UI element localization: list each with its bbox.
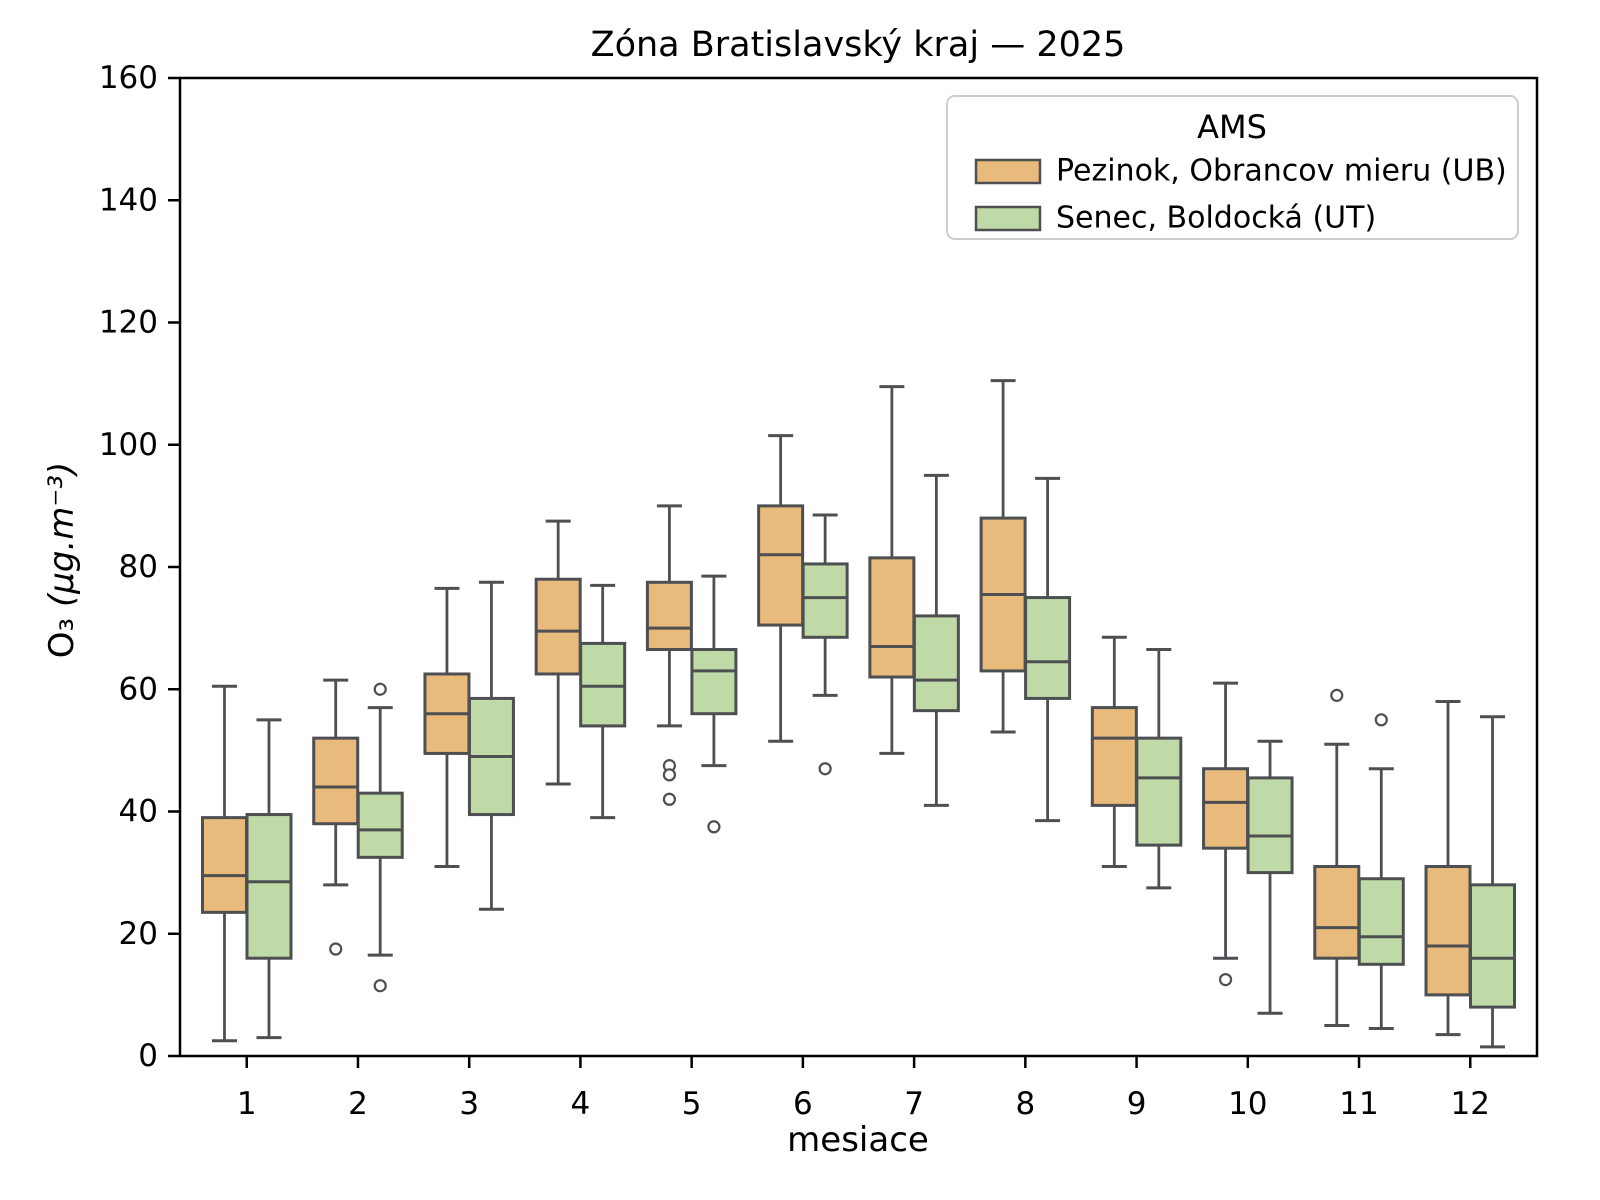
y-tick-label: 40: [119, 794, 158, 830]
x-tick-label: 11: [1339, 1086, 1378, 1122]
x-tick-label: 10: [1228, 1086, 1267, 1122]
outlier-point: [329, 942, 343, 956]
legend-swatch-senec: [974, 205, 1042, 232]
outlier-point: [662, 792, 677, 806]
box: [312, 736, 360, 826]
x-tick-label: 1: [237, 1086, 257, 1122]
box: [1202, 767, 1250, 850]
box: [245, 813, 293, 960]
box: [1246, 776, 1294, 875]
box: [1424, 865, 1472, 997]
box: [534, 577, 582, 676]
x-tick-label: 4: [571, 1086, 591, 1122]
outlier-point: [373, 979, 387, 993]
y-tick-label: 100: [99, 427, 158, 463]
x-tick-label: 6: [793, 1086, 813, 1122]
y-tick-label: 60: [119, 671, 158, 707]
box: [645, 580, 693, 652]
x-tick-label: 12: [1451, 1086, 1490, 1122]
legend-swatch-pezinok: [974, 158, 1042, 185]
y-tick-label: 140: [99, 182, 158, 218]
plot-border: [178, 76, 1539, 1058]
legend-frame: [946, 95, 1519, 240]
box: [1469, 883, 1517, 1009]
outlier-point: [373, 682, 387, 696]
outlier-point: [1330, 688, 1344, 702]
box: [1090, 706, 1138, 807]
x-tick-label: 7: [904, 1086, 924, 1122]
box: [912, 614, 960, 713]
y-tick-label: 0: [138, 1038, 158, 1074]
box: [200, 816, 248, 914]
box: [1135, 736, 1183, 847]
box: [356, 791, 404, 859]
outlier-point: [1374, 713, 1388, 727]
y-tick-label: 160: [99, 60, 158, 96]
chart-title: Zóna Bratislavský kraj — 2025: [591, 25, 1126, 65]
y-axis-label-unit: (µg.m⁻³): [42, 462, 82, 618]
x-tick-label: 8: [1015, 1086, 1035, 1122]
x-tick-label: 3: [459, 1086, 479, 1122]
box: [579, 641, 627, 728]
outlier-point: [1218, 972, 1233, 987]
box: [1313, 865, 1361, 960]
x-tick-label: 5: [682, 1086, 702, 1122]
y-axis-label: O₃ (µg.m⁻³): [42, 462, 82, 658]
x-tick-label: 9: [1127, 1086, 1147, 1122]
box: [801, 562, 849, 639]
legend-label-pezinok: Pezinok, Obrancov mieru (UB): [1056, 154, 1507, 189]
box: [1024, 596, 1072, 700]
outlier-point: [662, 768, 677, 782]
outlier-point: [818, 762, 832, 776]
legend: AMS Pezinok, Obrancov mieru (UB) Senec, …: [946, 95, 1519, 240]
box: [1357, 877, 1405, 966]
x-tick-label: 2: [348, 1086, 368, 1122]
box: [868, 556, 916, 679]
y-tick-label: 20: [119, 916, 158, 952]
outlier-point: [707, 820, 721, 834]
box: [690, 648, 738, 716]
legend-label-senec: Senec, Boldocká (UT): [1056, 201, 1376, 236]
box: [757, 504, 805, 627]
y-axis-label-species: O₃: [42, 618, 82, 658]
y-tick-label: 80: [119, 549, 158, 585]
x-axis-label: mesiace: [787, 1120, 929, 1160]
y-tick-label: 120: [99, 305, 158, 341]
legend-title: AMS: [1197, 108, 1267, 146]
